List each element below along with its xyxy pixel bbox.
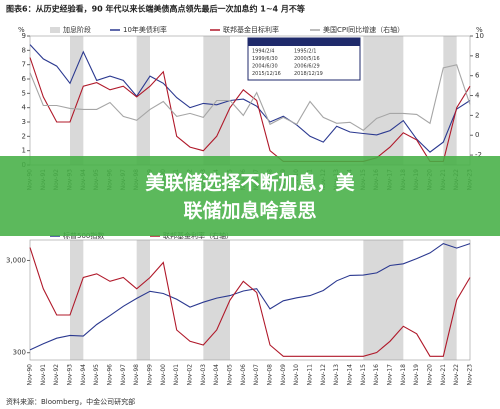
x-tick-label: Nov-97: [120, 364, 127, 386]
inset-cell: 2018/12/19: [294, 71, 323, 77]
x-tick-label: Nov-13: [333, 364, 340, 386]
series-line: [29, 242, 471, 351]
x-tick-label: Nov-15: [360, 364, 367, 386]
x-tick-label: Nov-00: [160, 364, 167, 386]
x-tick-label: Nov-94: [80, 364, 87, 386]
y-tick-label: 3,000: [6, 256, 26, 264]
hike-band: [363, 36, 404, 165]
x-tick-label: Nov-21: [440, 364, 447, 386]
legend-label: 联邦基金目标利率: [223, 25, 279, 34]
hike-band: [136, 240, 150, 360]
legend-swatch: [50, 27, 60, 33]
y-tick-label: 300: [13, 349, 26, 357]
y2-tick-label: 4: [475, 92, 480, 100]
y-tick-label: 3: [22, 118, 26, 126]
y2-tick-label: 2: [475, 111, 479, 119]
inset-cell: 1995/2/1: [294, 49, 316, 55]
hike-band: [203, 240, 230, 360]
source-note: 资料来源：Bloomberg，中金公司研究部: [6, 397, 135, 406]
x-tick-label: Nov-20: [427, 364, 434, 386]
x-tick-label: Nov-07: [253, 364, 260, 386]
lower-chart: 300 3,000 Nov-90 Nov-91 Nov-92 Nov-93 Nov-94 No…: [6, 231, 474, 385]
x-tick-label: Nov-92: [53, 364, 60, 386]
x-tick-label: Nov-03: [200, 364, 207, 386]
series-line: [29, 57, 471, 162]
y-tick-label: 7: [22, 61, 26, 69]
x-tick-label: Nov-98: [133, 364, 140, 386]
x-tick-label: Nov-95: [93, 364, 100, 386]
banner-line-1: 美联储选择不断加息，美联储加息啥意思: [145, 171, 355, 222]
x-tick-label: Nov-18: [400, 364, 407, 386]
y2-tick-label: 10: [475, 32, 484, 40]
inset-table: 1994/2/4 1995/2/1 1999/6/30 2000/5/16 2004/6…: [247, 37, 361, 81]
y-tick-label: 4: [22, 104, 27, 112]
banner-bg: [0, 156, 500, 236]
hike-band: [70, 36, 84, 165]
inset-cell: 2004/6/30: [252, 64, 278, 70]
x-tick-label: Nov-14: [347, 364, 354, 386]
hike-band: [70, 240, 84, 360]
hike-band: [136, 36, 150, 165]
inset-cell: 1999/6/30: [252, 56, 278, 62]
y2-tick-label: 8: [475, 52, 479, 60]
y2-tick-label: -2: [475, 151, 482, 159]
x-tick-label: Nov-12: [320, 364, 327, 386]
y2-unit: %: [476, 26, 483, 34]
series-line: [29, 247, 471, 357]
x-tick-label: Nov-93: [67, 364, 74, 386]
x-tick-label: Nov-19: [413, 364, 420, 386]
hike-band: [443, 36, 457, 165]
x-tick-label: Nov-06: [240, 364, 247, 386]
y-tick-label: 1: [22, 147, 26, 155]
figure-title: 图表6：从历史经验看，90 年代以来长端美债高点领先最后一次加息约 1~4 月不…: [6, 4, 305, 14]
hike-band: [363, 240, 404, 360]
legend-label: 10年美债利率: [123, 25, 167, 34]
x-tick-label: Nov-04: [213, 364, 220, 386]
y2-tick-label: 6: [475, 72, 480, 80]
inset-cell: 2015/12/16: [252, 71, 281, 77]
x-tick-label: Nov-96: [107, 364, 114, 386]
inset-cell: 2000/5/16: [294, 56, 320, 62]
plot-frame: [29, 239, 471, 361]
y-tick-label: 9: [22, 32, 26, 40]
x-tick-label: Nov-05: [227, 364, 234, 386]
x-tick-label: Nov-08: [267, 364, 274, 386]
x-tick-label: Nov-22: [453, 364, 460, 386]
series-line: [29, 44, 471, 153]
inset-cell: 1994/2/4: [252, 49, 274, 55]
y-tick-label: 5: [22, 89, 26, 97]
inset-cell: 2006/6/29: [294, 64, 320, 70]
x-tick-label: Nov-99: [147, 364, 154, 386]
legend-label: 加息阶段: [63, 25, 91, 34]
hike-band: [443, 240, 457, 360]
x-tick-label: Nov-11: [307, 364, 314, 386]
x-tick-label: Nov-90: [27, 364, 34, 386]
x-tick-label: Nov-02: [187, 364, 194, 386]
x-tick-label: Nov-16: [373, 364, 380, 386]
y-tick-label: 2: [22, 132, 26, 140]
x-tick-label: Nov-01: [173, 364, 180, 386]
inset-header: [248, 38, 360, 46]
series-line: [29, 64, 471, 131]
y-tick-label: 6: [22, 75, 27, 83]
legend-label: 美国CPI同比增速（右轴）: [323, 25, 404, 34]
x-tick-label: Nov-17: [387, 364, 394, 386]
y-unit: %: [18, 26, 25, 34]
x-tick-label: Nov-10: [293, 364, 300, 386]
y2-tick-label: 0: [475, 131, 479, 139]
x-tick-label: Nov-23: [467, 364, 474, 386]
x-tick-label: Nov-09: [280, 364, 287, 386]
x-tick-label: Nov-91: [40, 364, 47, 386]
y-tick-label: 8: [22, 46, 26, 54]
